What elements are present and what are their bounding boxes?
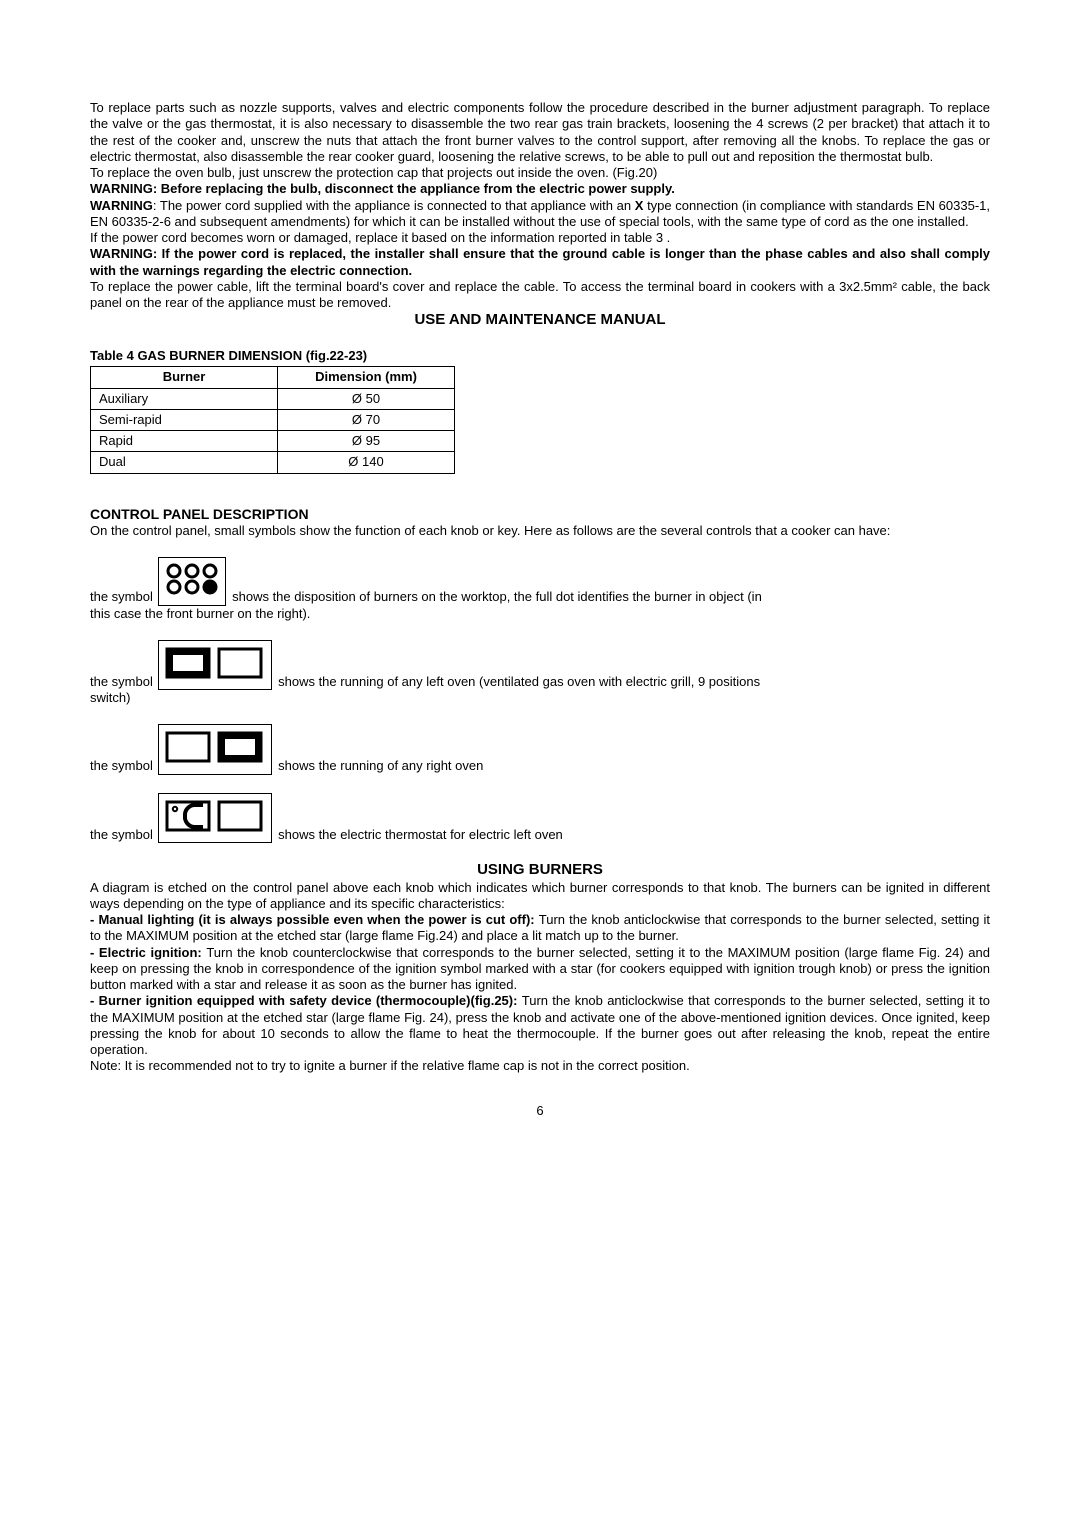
note: Note: It is recommended not to try to ig… — [90, 1058, 990, 1074]
warning-cord: WARNING: The power cord supplied with th… — [90, 198, 990, 231]
intro-p2: To replace the oven bulb, just unscrew t… — [90, 165, 990, 181]
page-number: 6 — [90, 1103, 990, 1119]
manual-lighting: - Manual lighting (it is always possible… — [90, 912, 990, 945]
manual-lighting-label: - Manual lighting (it is always possible… — [90, 912, 539, 927]
warning-bulb: WARNING: Before replacing the bulb, disc… — [90, 181, 990, 197]
sym1-text-a: shows the disposition of burners on the … — [232, 589, 762, 604]
thermostat-icon — [158, 793, 272, 843]
electric-ignition: - Electric ignition: Turn the knob count… — [90, 945, 990, 994]
electric-ignition-text: Turn the knob counterclockwise that corr… — [90, 945, 990, 993]
safety-device: - Burner ignition equipped with safety d… — [90, 993, 990, 1058]
table4-r3c1: Ø 140 — [278, 452, 455, 473]
sym1-text-b: this case the front burner on the right)… — [90, 606, 990, 622]
table4-header-row: Burner Dimension (mm) — [91, 367, 455, 388]
table-row: Rapid Ø 95 — [91, 431, 455, 452]
table4-r2c1: Ø 95 — [278, 431, 455, 452]
intro-p3: If the power cord becomes worn or damage… — [90, 230, 990, 246]
symbol-thermostat-line: the symbol shows the electric thermostat… — [90, 793, 990, 843]
sym2-text-b: switch) — [90, 690, 990, 706]
using-burners-p1: A diagram is etched on the control panel… — [90, 880, 990, 913]
table4-h1: Dimension (mm) — [278, 367, 455, 388]
sym4-text: shows the electric thermostat for electr… — [278, 827, 563, 842]
burner-layout-icon — [158, 557, 226, 605]
sym-prefix-1: the symbol — [90, 589, 156, 604]
sym-prefix-2: the symbol — [90, 674, 156, 689]
table4-h0: Burner — [91, 367, 278, 388]
table4-r2c0: Rapid — [91, 431, 278, 452]
intro-p1: To replace parts such as nozzle supports… — [90, 100, 990, 165]
warning-cord-text-a: : The power cord supplied with the appli… — [153, 198, 635, 213]
table4-caption: Table 4 GAS BURNER DIMENSION (fig.22-23) — [90, 348, 990, 364]
table4: Burner Dimension (mm) Auxiliary Ø 50 Sem… — [90, 366, 455, 473]
table4-r1c1: Ø 70 — [278, 409, 455, 430]
sym3-text: shows the running of any right oven — [278, 758, 483, 773]
safety-device-label: - Burner ignition equipped with safety d… — [90, 993, 522, 1008]
symbol-left-oven-line: the symbol shows the running of any left… — [90, 640, 990, 707]
table4-r0c0: Auxiliary — [91, 388, 278, 409]
right-oven-icon — [158, 724, 272, 774]
table-row: Auxiliary Ø 50 — [91, 388, 455, 409]
using-burners-heading: USING BURNERS — [90, 861, 990, 880]
symbol-right-oven-line: the symbol shows the running of any righ… — [90, 724, 990, 774]
sym-prefix-3: the symbol — [90, 758, 156, 773]
sym-prefix-4: the symbol — [90, 827, 156, 842]
warning-ground: WARNING: If the power cord is replaced, … — [90, 246, 990, 279]
electric-ignition-label: - Electric ignition: — [90, 945, 206, 960]
sym2-text-a: shows the running of any left oven (vent… — [278, 674, 760, 689]
control-panel-intro: On the control panel, small symbols show… — [90, 523, 990, 539]
table-row: Dual Ø 140 — [91, 452, 455, 473]
table4-r3c0: Dual — [91, 452, 278, 473]
table4-r0c1: Ø 50 — [278, 388, 455, 409]
table-row: Semi-rapid Ø 70 — [91, 409, 455, 430]
warning-cord-label: WARNING — [90, 198, 153, 213]
use-manual-title: USE AND MAINTENANCE MANUAL — [90, 311, 990, 330]
intro-p4: To replace the power cable, lift the ter… — [90, 279, 990, 312]
left-oven-icon — [158, 640, 272, 690]
control-panel-heading: CONTROL PANEL DESCRIPTION — [90, 506, 990, 524]
symbol-burner-layout-line: the symbol shows the disposition of burn… — [90, 557, 990, 622]
table4-r1c0: Semi-rapid — [91, 409, 278, 430]
